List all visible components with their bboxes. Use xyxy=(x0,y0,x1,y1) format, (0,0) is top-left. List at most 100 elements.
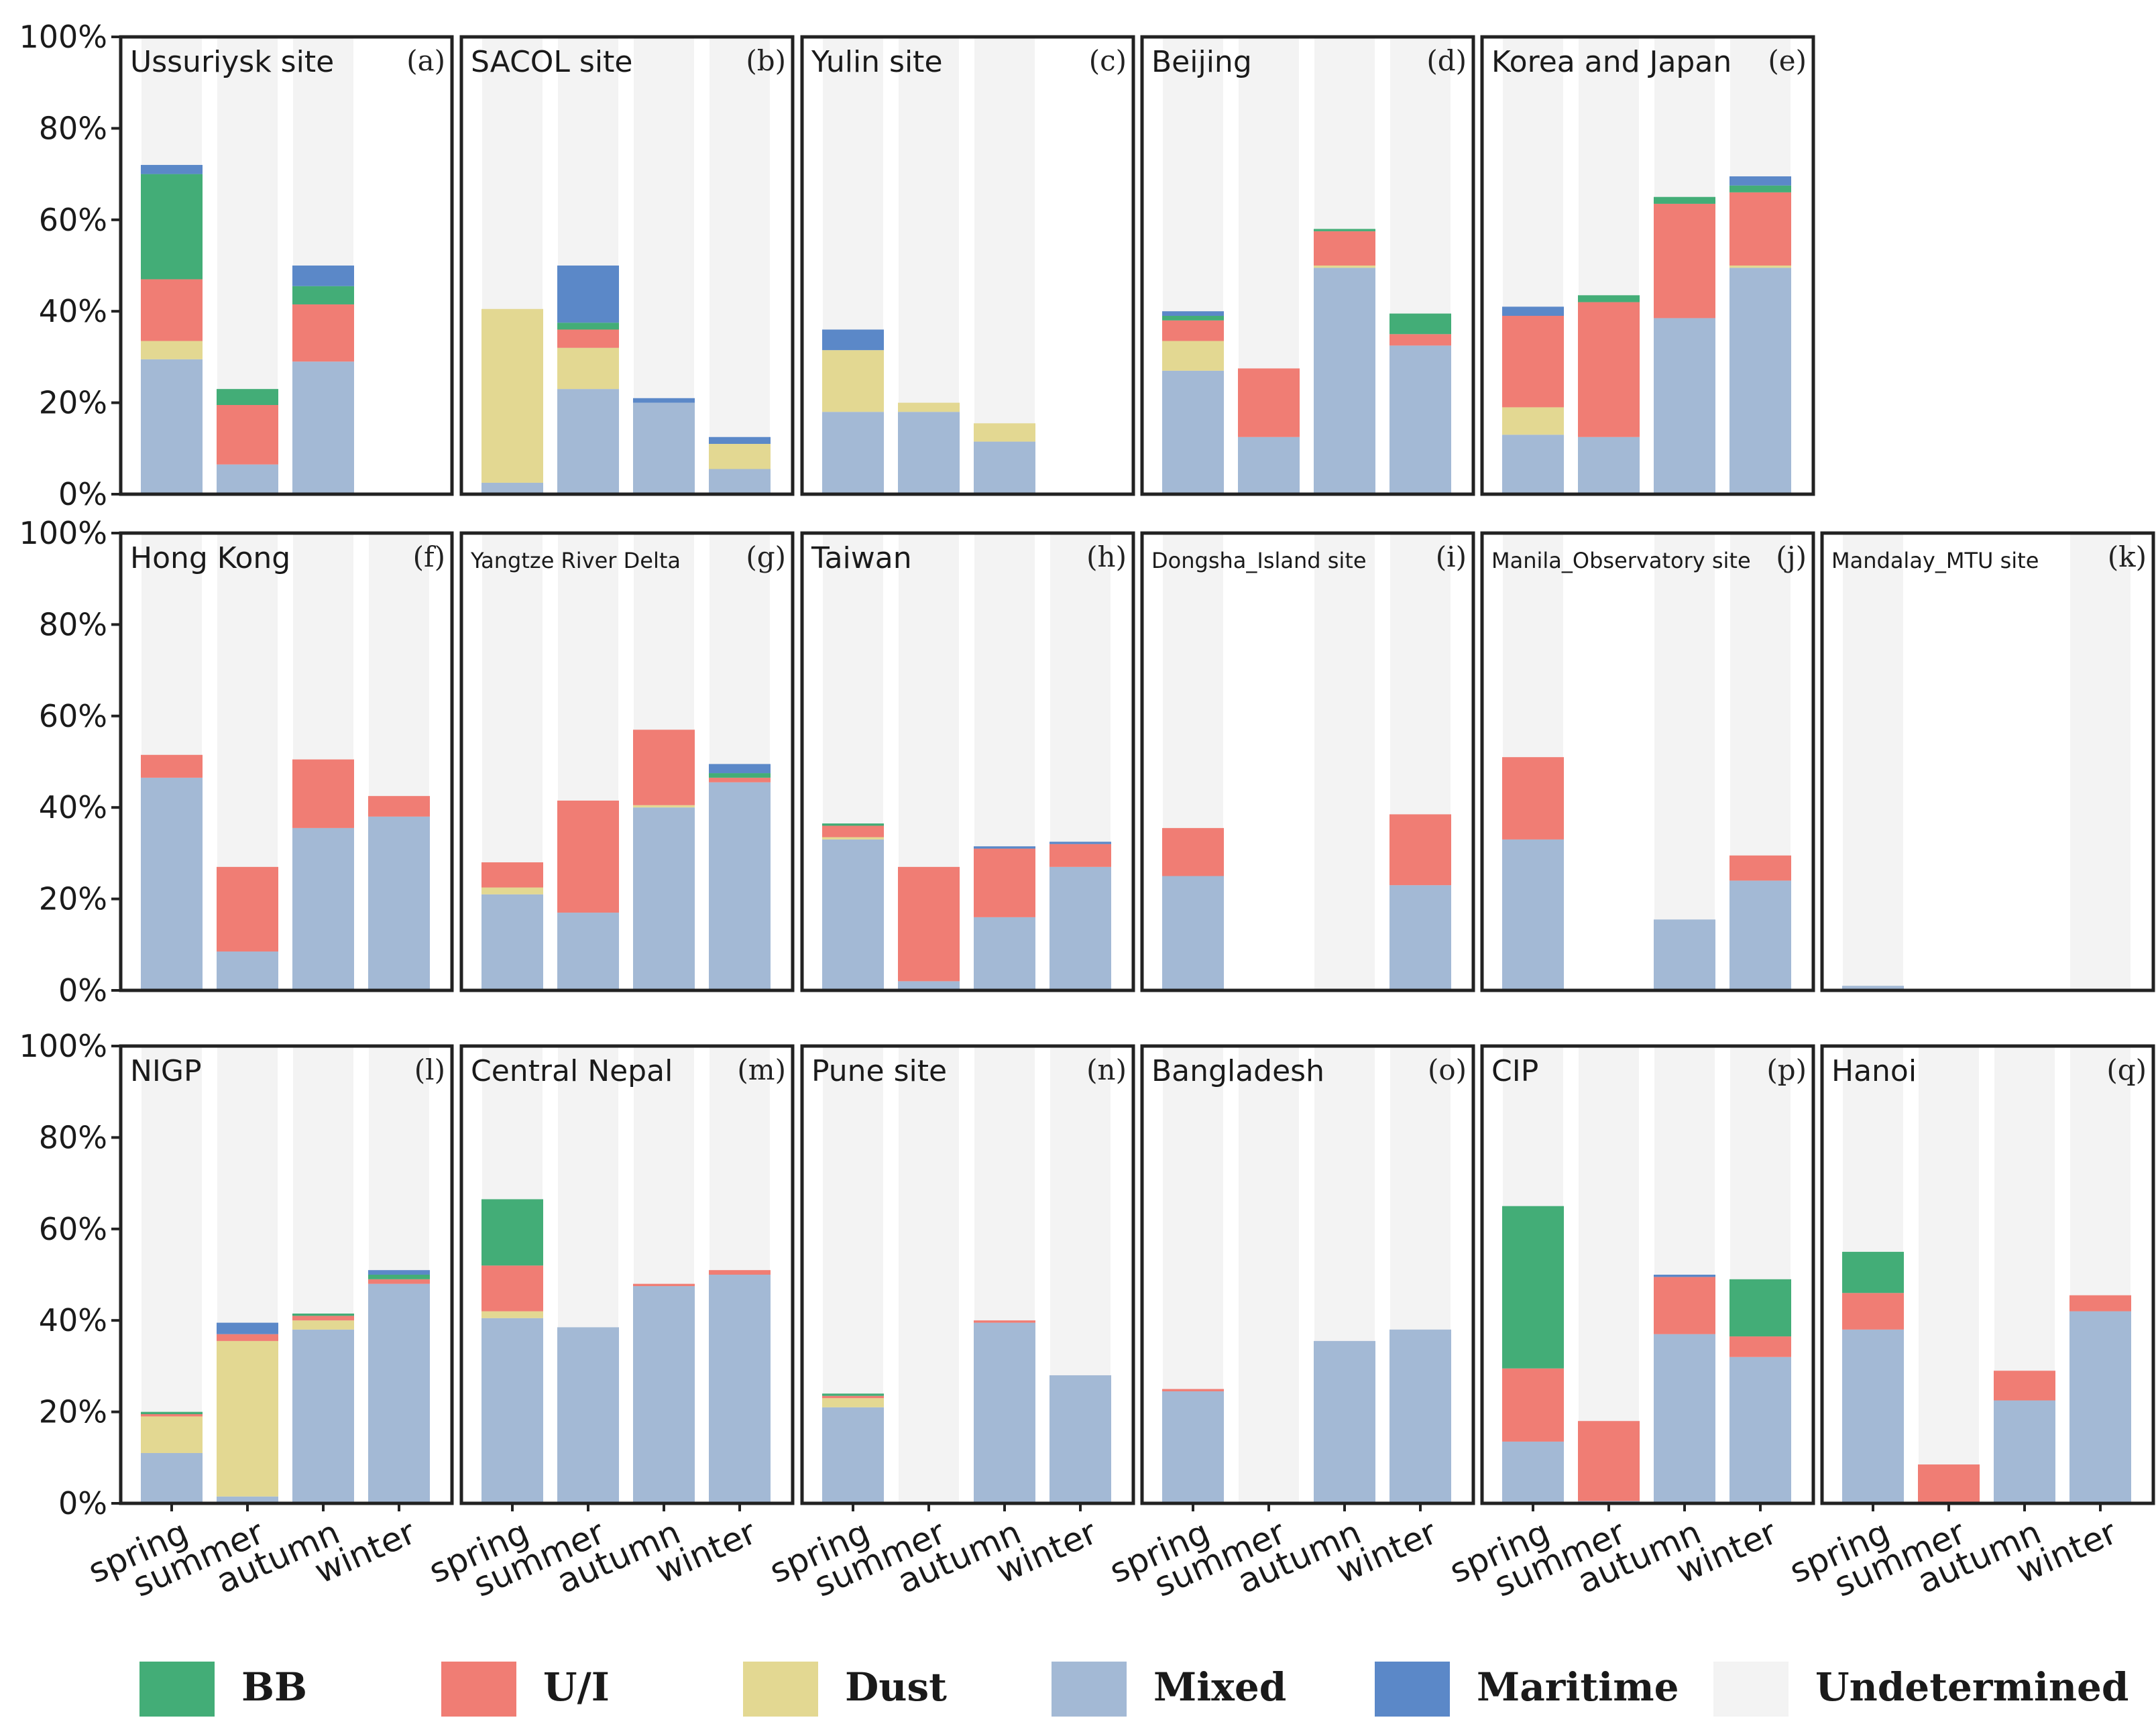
bar-segment-cip-autumn-mixed xyxy=(1654,1334,1715,1503)
panel-manila-observatory-site: Manila_Observatory site (j) xyxy=(1480,531,1815,992)
bar-segment-pune-site-spring-dust xyxy=(822,1398,884,1407)
panel-title-central-nepal: Central Nepal xyxy=(471,1054,673,1088)
bar-segment-manila-observatory-site-autumn-mixed xyxy=(1654,919,1715,990)
bar-segment-yangtze-river-delta-spring-mixed xyxy=(481,894,543,990)
bar-segment-cip-autumn-maritime xyxy=(1654,1275,1715,1277)
bar-segment-taiwan-winter-mixed xyxy=(1049,866,1111,990)
bar-segment-hanoi-spring-u-i xyxy=(1842,1293,1904,1330)
legend-swatch-bb xyxy=(139,1662,215,1717)
panel-letter-cip: (p) xyxy=(1766,1053,1807,1086)
bar-segment-beijing-spring-maritime xyxy=(1162,311,1224,316)
bar-segment-korea-and-japan-summer-mixed xyxy=(1578,437,1640,494)
bar-segment-cip-winter-bb xyxy=(1729,1279,1791,1337)
bar-segment-hanoi-winter-mixed xyxy=(2069,1311,2131,1503)
bar-segment-hong-kong-winter-mixed xyxy=(368,816,430,990)
bar-segment-mandalay-mtu-site-spring-mixed xyxy=(1842,986,1904,990)
bar-segment-ussuriysk-site-summer-mixed xyxy=(217,464,278,494)
panel-letter-taiwan: (h) xyxy=(1086,540,1127,573)
panel-letter-yangtze-river-delta: (g) xyxy=(746,540,786,573)
bar-segment-hong-kong-autumn-u-i xyxy=(292,759,354,828)
panel-taiwan: Taiwan (h) xyxy=(800,531,1135,992)
bar-segment-manila-observatory-site-spring-mixed xyxy=(1502,839,1564,990)
undetermined-band-manila-observatory-site-autumn xyxy=(1654,534,1715,990)
panel-title-hong-kong: Hong Kong xyxy=(130,541,290,575)
y-tick-label-row-3-4: 80% xyxy=(39,1119,107,1155)
bar-segment-korea-and-japan-spring-u-i xyxy=(1502,316,1564,408)
y-tick-label-row-3-3: 60% xyxy=(39,1211,107,1247)
bar-segment-pune-site-autumn-mixed xyxy=(974,1322,1035,1503)
bar-segment-ussuriysk-site-spring-maritime xyxy=(141,164,203,174)
bar-segment-hanoi-winter-u-i xyxy=(2069,1295,2131,1312)
bar-segment-ussuriysk-site-autumn-maritime xyxy=(292,266,354,286)
bar-segment-korea-and-japan-spring-maritime xyxy=(1502,306,1564,316)
y-tick-label-row-3-5: 100% xyxy=(19,1028,107,1064)
panel-central-nepal: Central Nepal (m) xyxy=(459,1044,795,1505)
bar-segment-korea-and-japan-autumn-mixed xyxy=(1654,318,1715,494)
bar-segment-nigp-winter-maritime xyxy=(368,1270,430,1275)
bar-segment-beijing-spring-bb xyxy=(1162,316,1224,321)
panel-title-ussuriysk-site: Ussuriysk site xyxy=(130,45,334,79)
y-tick-label-row-3-1: 20% xyxy=(39,1394,107,1430)
panel-letter-yulin-site: (c) xyxy=(1089,44,1127,77)
bar-segment-cip-spring-mixed xyxy=(1502,1441,1564,1503)
bar-segment-taiwan-winter-u-i xyxy=(1049,844,1111,867)
bar-segment-hanoi-summer-u-i xyxy=(1918,1464,1980,1503)
undetermined-band-dongsha-island-site-autumn xyxy=(1314,534,1375,990)
bar-segment-hanoi-autumn-u-i xyxy=(1994,1371,2055,1401)
bar-segment-sacol-site-summer-dust xyxy=(557,347,619,390)
y-tick-label-row-2-4: 80% xyxy=(39,606,107,642)
bar-segment-ussuriysk-site-autumn-mixed xyxy=(292,361,354,494)
y-tick-label-row-2-2: 40% xyxy=(39,789,107,825)
y-tick-label-row-3-0: 0% xyxy=(58,1485,107,1521)
bar-segment-central-nepal-spring-bb xyxy=(481,1199,543,1266)
bar-segment-central-nepal-winter-mixed xyxy=(709,1275,771,1503)
bar-segment-bangladesh-winter-mixed xyxy=(1389,1329,1451,1503)
bar-segment-dongsha-island-site-winter-mixed xyxy=(1389,885,1451,990)
panel-letter-central-nepal: (m) xyxy=(737,1053,786,1086)
bar-segment-korea-and-japan-winter-dust xyxy=(1729,266,1791,268)
y-axis-row-3: 0% 20% 40% 60% 80% 100% xyxy=(19,1028,121,1521)
panel-letter-hanoi: (q) xyxy=(2106,1053,2147,1086)
bar-segment-cip-spring-bb xyxy=(1502,1206,1564,1369)
bar-segment-yangtze-river-delta-summer-u-i xyxy=(557,800,619,913)
legend-item-undetermined: Undetermined xyxy=(1713,1662,2129,1717)
panel-frame-korea-and-japan xyxy=(1480,35,1815,496)
bar-segment-hong-kong-spring-u-i xyxy=(141,754,203,778)
y-axes-group: 0%20%40%60%80%100%0%20%40%60%80%100%0%20… xyxy=(19,19,121,1521)
bar-segment-ussuriysk-site-spring-mixed xyxy=(141,359,203,494)
legend-item-mixed: Mixed xyxy=(1052,1662,1286,1717)
bar-segment-dongsha-island-site-spring-mixed xyxy=(1162,876,1224,990)
bar-segment-yulin-site-summer-dust xyxy=(898,402,960,412)
panel-frame-taiwan xyxy=(800,531,1135,992)
bar-segment-sacol-site-winter-dust xyxy=(709,443,771,469)
bar-segment-sacol-site-winter-mixed xyxy=(709,469,771,494)
bar-segment-yulin-site-autumn-mixed xyxy=(974,441,1035,494)
legend-item-dust: Dust xyxy=(743,1662,947,1717)
bar-segment-taiwan-autumn-mixed xyxy=(974,917,1035,990)
bar-segment-beijing-winter-u-i xyxy=(1389,334,1451,346)
bar-segment-yulin-site-summer-mixed xyxy=(898,412,960,494)
bar-segment-taiwan-summer-u-i xyxy=(898,866,960,982)
legend-item-maritime: Maritime xyxy=(1375,1662,1679,1717)
panel-dongsha-island-site: Dongsha_Island site (i) xyxy=(1140,531,1475,992)
panel-bangladesh: Bangladesh (o) xyxy=(1140,1044,1475,1505)
legend-label-maritime: Maritime xyxy=(1477,1664,1679,1710)
legend-label-mixed: Mixed xyxy=(1153,1664,1286,1710)
bar-segment-pune-site-spring-u-i xyxy=(822,1395,884,1399)
bar-segment-yangtze-river-delta-winter-bb xyxy=(709,773,771,778)
bar-segment-yangtze-river-delta-winter-maritime xyxy=(709,764,771,774)
bar-segment-beijing-autumn-u-i xyxy=(1314,231,1375,266)
bar-segment-central-nepal-winter-u-i xyxy=(709,1270,771,1275)
panel-sacol-site: SACOL site (b) xyxy=(459,35,795,496)
bar-segment-nigp-summer-dust xyxy=(217,1340,278,1497)
panel-frame-bangladesh xyxy=(1140,1044,1475,1505)
bar-segment-hong-kong-summer-mixed xyxy=(217,951,278,990)
bar-segment-sacol-site-winter-maritime xyxy=(709,437,771,444)
bar-segment-korea-and-japan-summer-u-i xyxy=(1578,302,1640,437)
bar-segment-beijing-winter-mixed xyxy=(1389,345,1451,494)
bar-segment-taiwan-summer-mixed xyxy=(898,981,960,990)
bar-segment-nigp-autumn-dust xyxy=(292,1320,354,1330)
bar-segment-hanoi-spring-bb xyxy=(1842,1251,1904,1293)
